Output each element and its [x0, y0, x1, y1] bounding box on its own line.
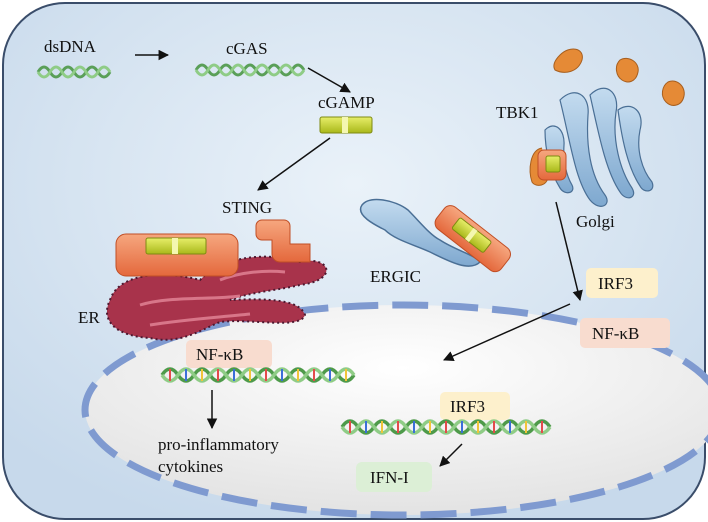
nfkb-cyto-label: NF-κB [592, 324, 639, 343]
arrow-dna-to-ifn [439, 443, 463, 467]
arrow-cgas-to-cgamp [307, 67, 351, 93]
tbk1-molecules [529, 48, 685, 186]
irf3-cyto-label: IRF3 [598, 274, 633, 293]
sting-label: STING [222, 198, 272, 217]
irf3-cyto-box [586, 268, 658, 298]
sting-dimer [115, 233, 239, 277]
arrow-golgi-to-irf3 [555, 201, 583, 302]
irf3-nuc-label: IRF3 [450, 397, 485, 416]
cytokines-label-line1: pro-inflammatory [158, 435, 279, 454]
nuclear-dna-2 [340, 419, 552, 435]
cgamp-label: cGAMP [318, 93, 375, 112]
golgi-label: Golgi [576, 212, 615, 231]
nuclear-dna-1 [160, 367, 356, 383]
dsdna-strand [36, 65, 112, 79]
irf3-nuc-box [440, 392, 510, 420]
cgas-label: cGAS [226, 39, 268, 58]
cgas-strand [194, 63, 306, 77]
ergic-label: ERGIC [370, 267, 421, 286]
nfkb-cyto-box [580, 318, 670, 348]
arrow-cgamp-to-sting [257, 137, 331, 191]
arrow-to-nucleus [443, 303, 571, 361]
ifn-box [356, 462, 432, 492]
cgamp-molecule [319, 116, 373, 134]
cytokines-label-line2: cytokines [158, 457, 223, 476]
nfkb-nuc-label: NF-κB [196, 345, 243, 364]
dsdna-label: dsDNA [44, 37, 97, 56]
sting-monomer [255, 219, 311, 263]
er-label: ER [78, 308, 100, 327]
nfkb-nuc-box [186, 340, 272, 368]
ergic-sting [434, 205, 511, 273]
ifn-label: IFN-I [370, 468, 409, 487]
tbk1-label: TBK1 [496, 103, 539, 122]
